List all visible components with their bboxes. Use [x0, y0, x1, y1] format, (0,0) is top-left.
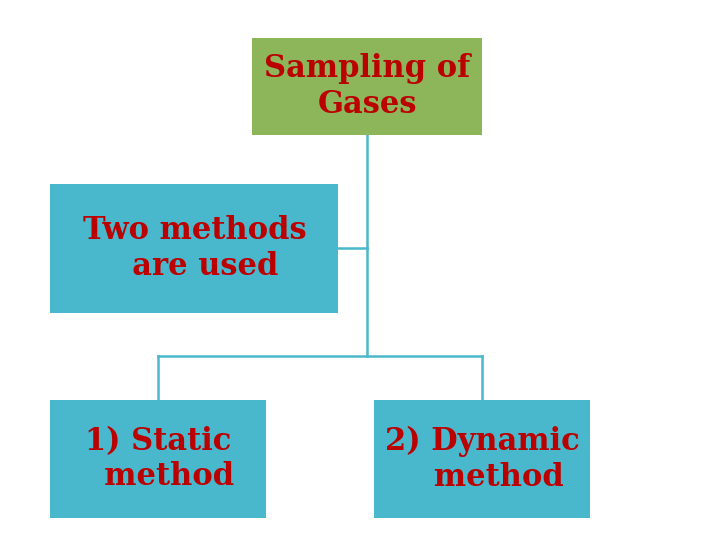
FancyBboxPatch shape: [50, 400, 266, 518]
Text: 1) Static
  method: 1) Static method: [83, 426, 234, 492]
FancyBboxPatch shape: [374, 400, 590, 518]
FancyBboxPatch shape: [50, 184, 338, 313]
FancyBboxPatch shape: [252, 38, 482, 135]
Text: 2) Dynamic
   method: 2) Dynamic method: [385, 426, 580, 492]
Text: Sampling of
Gases: Sampling of Gases: [264, 53, 470, 120]
Text: Two methods
  are used: Two methods are used: [83, 215, 306, 282]
